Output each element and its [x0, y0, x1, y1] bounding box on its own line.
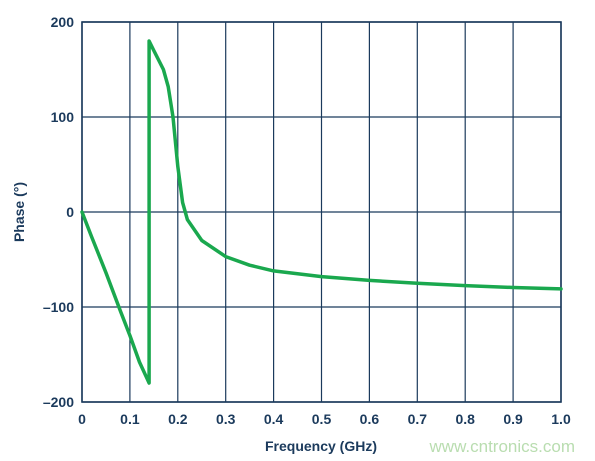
y-tick-label: –200: [43, 394, 74, 410]
y-tick-label: 100: [51, 109, 75, 125]
series-layer: [80, 39, 563, 385]
x-tick-label: 0.4: [264, 411, 284, 427]
grid-lines: [81, 21, 562, 403]
x-tick-label: 0.8: [455, 411, 475, 427]
x-tick-label: 0.5: [312, 411, 332, 427]
x-tick-label: 0.1: [120, 411, 140, 427]
y-tick-label: –100: [43, 299, 74, 315]
x-tick-label: 0.7: [408, 411, 428, 427]
x-tick-label: 0.2: [168, 411, 188, 427]
x-tick-labels: 0 0.1 0.2 0.3 0.4 0.5 0.6 0.7 0.8 0.9 1.0: [78, 411, 571, 427]
x-tick-label: 0.6: [360, 411, 380, 427]
y-tick-label: 200: [51, 14, 75, 30]
x-tick-label: 0.3: [216, 411, 236, 427]
x-tick-label: 1.0: [551, 411, 571, 427]
x-axis-label: Frequency (GHz): [265, 438, 377, 454]
y-axis-label: Phase (°): [11, 182, 27, 242]
watermark-text: www.cntronics.com: [429, 437, 575, 456]
x-tick-label: 0.9: [503, 411, 523, 427]
y-tick-label: 0: [66, 204, 74, 220]
phase-series-line: [80, 39, 563, 385]
y-tick-labels: 200 100 0 –100 –200: [43, 14, 74, 410]
x-tick-label: 0: [78, 411, 86, 427]
